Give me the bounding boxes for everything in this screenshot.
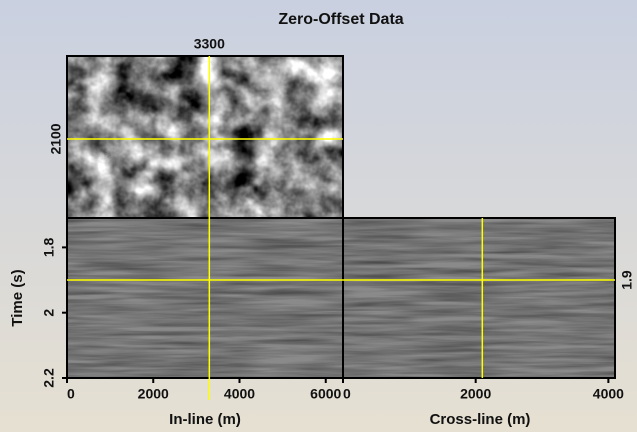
x-tick-label: 4000 [593,386,624,402]
x-tick-label: 2000 [138,386,169,402]
inline-slice-label: 3300 [194,36,225,52]
crossline-section-texture [343,218,615,378]
crossline-slice-label: 2100 [48,123,64,154]
chart-title: Zero-Offset Data [278,11,403,28]
inline-section-texture [67,218,343,378]
x-axis-label: Cross-line (m) [430,411,531,428]
frames [66,55,616,379]
y-tick-label: 1.8 [41,237,57,257]
x-tick-label: 6000 [310,386,341,402]
y-axis-label: Time (s) [9,269,26,326]
x-axis-label: In-line (m) [169,411,241,428]
x-tick-label: 0 [67,386,75,402]
y-tick-label: 2.2 [41,368,57,388]
time-slice-label: 1.9 [619,270,635,290]
y-tick-label: 2 [41,309,57,317]
x-tick-label: 2000 [460,386,491,402]
x-tick-label: 4000 [224,386,255,402]
time-slice-texture [67,56,343,218]
x-tick-label: 0 [343,386,351,402]
